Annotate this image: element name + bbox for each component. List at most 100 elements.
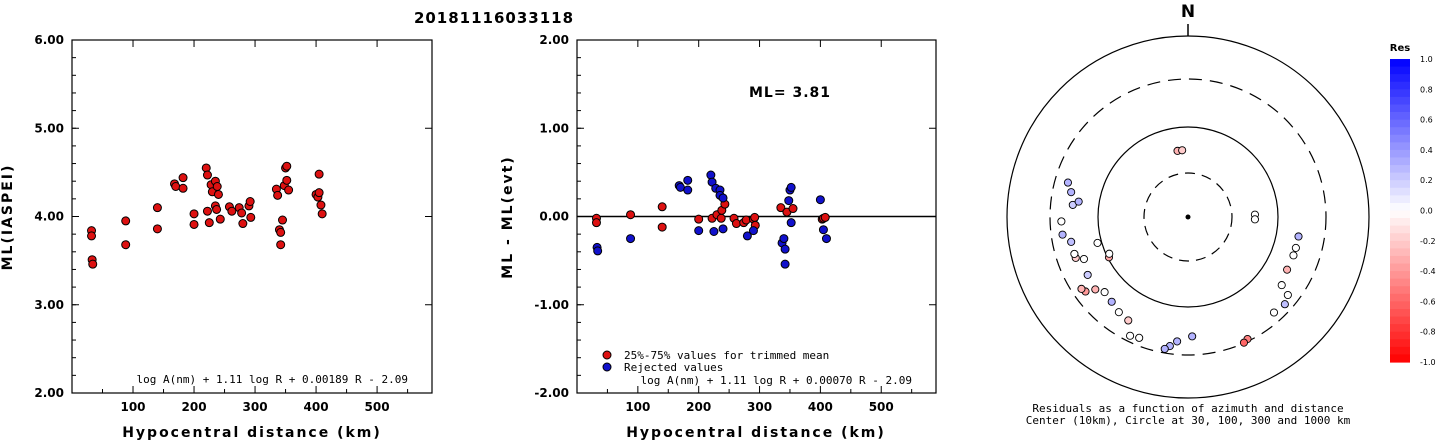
x-tick-label: 400 <box>808 400 833 414</box>
colorbar-cell <box>1390 172 1410 181</box>
colorbar-cell <box>1390 308 1410 318</box>
north-label: N <box>1181 2 1195 22</box>
station-marker <box>1063 178 1072 187</box>
station-marker <box>1093 238 1102 247</box>
colorbar-cell <box>1390 134 1410 143</box>
station-marker <box>1057 217 1066 226</box>
caption-line-2: Center (10km), Circle at 30, 100, 300 an… <box>1026 414 1351 427</box>
colorbar-tick-label: -0.2 <box>1420 237 1436 246</box>
station-marker <box>1083 270 1092 279</box>
x-tick-label: 500 <box>365 400 390 414</box>
colorbar-cell <box>1390 66 1410 75</box>
rejected-point <box>784 196 794 206</box>
legend-marker-rejected <box>602 362 612 372</box>
colorbar-cell <box>1390 354 1410 363</box>
y-tick-label: 0.00 <box>539 210 569 224</box>
data-point <box>284 185 294 195</box>
distance-ring-100km <box>1097 126 1279 308</box>
y-axis-title: ML - ML(evt) <box>500 155 516 278</box>
data-point <box>202 170 212 180</box>
colorbar-cell <box>1390 346 1410 356</box>
figure-title: 20181116033118 <box>414 9 574 27</box>
colorbar-tick-label: 1.0 <box>1420 55 1433 64</box>
y-axis-title: ML(IASPEI) <box>0 164 16 271</box>
station-marker <box>1070 249 1079 258</box>
data-point <box>212 204 222 214</box>
y-tick-label: -2.00 <box>534 386 569 400</box>
rejected-point <box>779 234 789 244</box>
colorbar-cell <box>1390 293 1410 302</box>
station-marker <box>1077 284 1086 293</box>
station-marker <box>1107 297 1116 306</box>
data-point <box>171 181 181 191</box>
data-point <box>314 169 324 179</box>
y-tick-label: 2.00 <box>539 33 569 47</box>
colorbar-tick-label: 0.4 <box>1420 146 1433 155</box>
caption-line-1: Residuals as a function of azimuth and d… <box>1032 402 1343 415</box>
colorbar-cell <box>1390 339 1410 348</box>
data-point <box>282 161 292 171</box>
colorbar-cell <box>1390 187 1410 196</box>
station-marker <box>1067 237 1076 246</box>
data-point <box>278 215 288 225</box>
colorbar-cell <box>1390 218 1410 227</box>
data-point <box>152 224 162 234</box>
station-marker <box>1074 197 1083 206</box>
rejected-point <box>786 218 796 228</box>
colorbar-cell <box>1390 202 1410 212</box>
station-marker <box>1294 232 1303 241</box>
rejected-point <box>718 224 728 234</box>
trimmed-point <box>657 202 667 212</box>
colorbar-cell <box>1390 89 1410 98</box>
rejected-point <box>709 227 719 237</box>
colorbar-title: Res <box>1390 43 1410 54</box>
rejected-point <box>742 231 752 241</box>
epicenter-marker <box>1185 214 1191 220</box>
ml-annotation: ML= 3.81 <box>749 85 831 101</box>
colorbar-cell <box>1390 248 1410 257</box>
x-tick-label: 400 <box>304 400 329 414</box>
colorbar-cell <box>1390 324 1410 333</box>
colorbar-cell <box>1390 59 1410 68</box>
colorbar-cell <box>1390 233 1410 242</box>
station-marker <box>1289 251 1298 260</box>
trimmed-point <box>731 219 741 229</box>
trimmed-point <box>776 203 786 213</box>
x-tick-label: 300 <box>747 400 772 414</box>
rejected-point <box>786 182 796 192</box>
rejected-point <box>718 193 728 203</box>
rejected-point <box>780 259 790 269</box>
data-point <box>237 208 247 218</box>
station-marker <box>1079 254 1089 264</box>
data-point <box>202 206 212 216</box>
station-marker <box>1105 249 1114 258</box>
station-marker <box>1280 300 1289 309</box>
legend-marker-trimmed <box>602 350 612 360</box>
distance-ring-300km <box>1049 78 1327 356</box>
attenuation-formula: log A(nm) + 1.11 log R + 0.00070 R - 2.0… <box>640 374 912 387</box>
x-axis-title: Hypocentral distance (km) <box>626 425 886 441</box>
residual-colorbar: Res 1.0 0.8 0.6 0.4 0.2 0.0 -0.2 -0.4 -0.6 -0.8 -1… <box>1390 43 1436 367</box>
station-marker <box>1277 281 1286 290</box>
station-marker <box>1126 331 1135 340</box>
colorbar-cell <box>1390 225 1410 234</box>
magnitude-vs-distance-chart: 100 200 300 400 500 2.00 3.00 4.00 5.00 6.00 log … <box>0 33 433 441</box>
colorbar-tick-label: -0.6 <box>1420 297 1436 306</box>
station-marker <box>1067 188 1076 197</box>
rejected-point <box>818 225 828 235</box>
rejected-point <box>593 246 603 256</box>
x-tick-label: 200 <box>686 400 711 414</box>
station-marker <box>1124 316 1133 325</box>
trimmed-point <box>657 222 667 232</box>
data-point <box>227 206 237 216</box>
data-point <box>189 209 199 219</box>
y-tick-label: 4.00 <box>34 210 64 224</box>
colorbar-cell <box>1390 210 1410 219</box>
colorbar-cell <box>1390 286 1410 295</box>
colorbar-cell <box>1390 119 1410 128</box>
data-point <box>121 240 131 250</box>
colorbar-cell <box>1390 271 1410 280</box>
x-tick-label: 100 <box>120 400 145 414</box>
data-point <box>189 219 199 229</box>
station-marker <box>1100 288 1109 297</box>
